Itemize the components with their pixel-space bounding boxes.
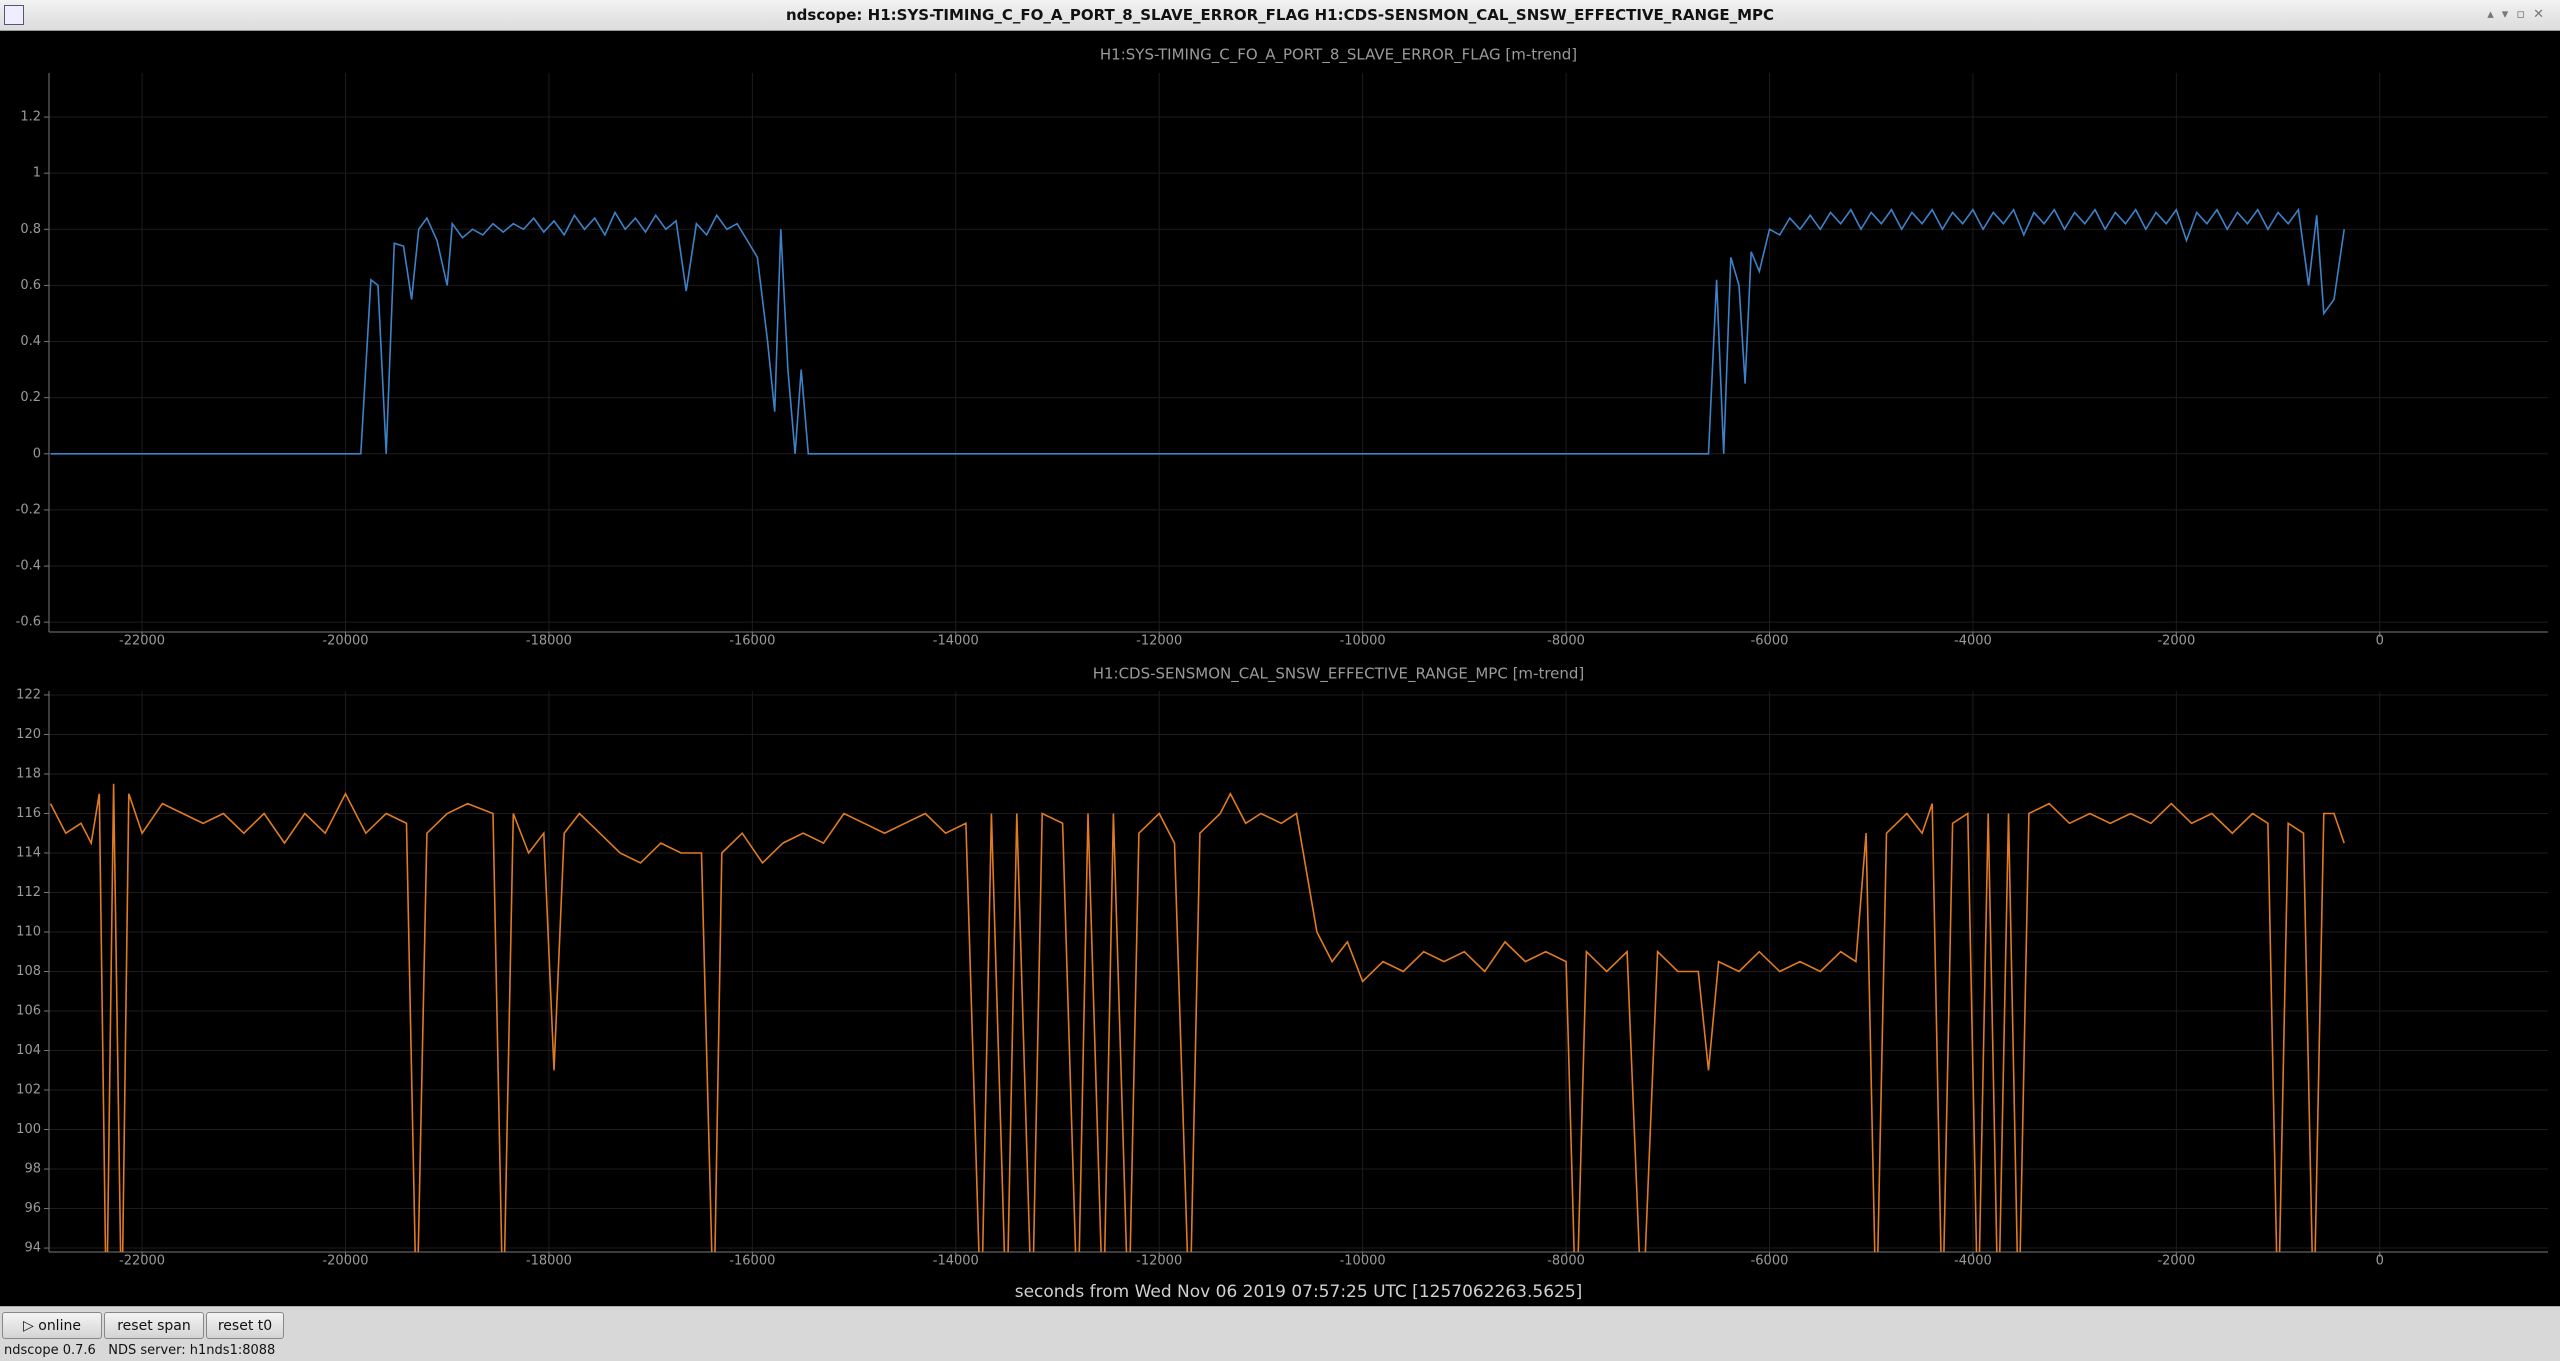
window-controls[interactable]: ▴▾▫✕ [2487,7,2552,22]
plots: H1:SYS-TIMING_C_FO_A_PORT_8_SLAVE_ERROR_… [16,46,2548,1302]
chart-title: H1:CDS-SENSMON_CAL_SNSW_EFFECTIVE_RANGE_… [1093,665,1585,684]
y-tick-label: -0.6 [16,615,41,630]
x-tick-label: -22000 [119,1254,165,1269]
x-tick-label: -22000 [119,634,165,649]
window-icon [4,5,24,25]
data-line [50,207,2345,455]
chart-title: H1:SYS-TIMING_C_FO_A_PORT_8_SLAVE_ERROR_… [1100,46,1577,65]
y-tick-label: -0.4 [16,559,41,574]
x-tick-label: 0 [2376,1254,2384,1269]
y-tick-label: 120 [16,727,41,742]
y-tick-label: 116 [16,806,41,821]
x-tick-label: -18000 [526,1254,572,1269]
x-tick-label: -8000 [1547,1254,1585,1269]
y-tick-label: 104 [16,1043,41,1058]
y-tick-label: 108 [16,964,41,979]
window-title: ndscope: H1:SYS-TIMING_C_FO_A_PORT_8_SLA… [785,6,1774,24]
x-tick-label: -20000 [322,634,368,649]
y-tick-label: 0 [33,446,41,461]
y-tick-label: 122 [16,687,41,702]
version: ndscope 0.7.6 [4,1343,96,1358]
y-tick-label: 118 [16,766,41,781]
y-tick-label: 96 [24,1201,41,1216]
online-button[interactable]: ▷ online [2,1312,102,1339]
data-line [49,783,2345,1252]
x-tick-label: -2000 [2157,634,2195,649]
control-bar: ▷ online reset span reset t0 ndscope 0.7… [0,1306,2560,1361]
window-titlebar: ndscope: H1:SYS-TIMING_C_FO_A_PORT_8_SLA… [0,0,2560,31]
x-tick-label: -18000 [526,634,572,649]
x-tick-label: -8000 [1547,634,1585,649]
y-tick-label: 1.2 [20,110,41,125]
y-tick-label: 1 [33,166,41,181]
y-tick-label: 102 [16,1083,41,1098]
reset-t0-button[interactable]: reset t0 [206,1312,284,1339]
x-axis-label: seconds from Wed Nov 06 2019 07:57:25 UT… [1015,1282,1583,1302]
y-tick-label: 114 [16,845,41,860]
x-tick-label: -4000 [1954,634,1992,649]
x-tick-label: -4000 [1954,1254,1992,1269]
x-tick-label: -2000 [2157,1254,2195,1269]
x-tick-label: -6000 [1751,1254,1789,1269]
y-tick-label: 110 [16,924,41,939]
y-tick-label: 0.8 [20,222,41,237]
x-tick-label: 0 [2376,634,2384,649]
x-tick-label: -6000 [1751,634,1789,649]
y-tick-label: 112 [16,885,41,900]
status-bar: ndscope 0.7.6 NDS server: h1nds1:8088 [4,1343,275,1358]
x-tick-label: -10000 [1340,1254,1386,1269]
y-tick-label: 98 [24,1162,41,1177]
y-tick-label: -0.2 [16,502,41,517]
reset-span-button[interactable]: reset span [104,1312,204,1339]
y-tick-label: 0.6 [20,278,41,293]
x-tick-label: -12000 [1136,1254,1182,1269]
server: NDS server: h1nds1:8088 [108,1343,276,1358]
x-tick-label: -20000 [322,1254,368,1269]
x-tick-label: -16000 [729,634,775,649]
y-tick-label: 0.2 [20,390,41,405]
y-tick-label: 94 [24,1241,41,1256]
x-tick-label: -12000 [1136,634,1182,649]
y-tick-label: 0.4 [20,334,41,349]
y-tick-label: 100 [16,1122,41,1137]
x-tick-label: -14000 [933,1254,979,1269]
x-tick-label: -14000 [933,634,979,649]
x-tick-label: -16000 [729,1254,775,1269]
x-tick-label: -10000 [1340,634,1386,649]
y-tick-label: 106 [16,1004,41,1019]
